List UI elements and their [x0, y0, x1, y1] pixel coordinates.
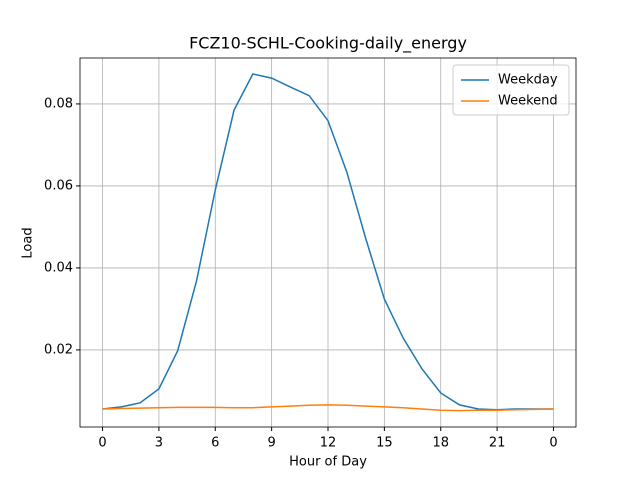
- y-tick-label: 0.08: [44, 96, 73, 111]
- y-axis-label: Load: [21, 227, 36, 258]
- x-axis-label: Hour of Day: [289, 455, 367, 470]
- y-tick-label: 0.06: [44, 178, 73, 193]
- legend-label: Weekend: [498, 94, 558, 109]
- x-tick-label: 0: [98, 436, 106, 451]
- x-tick-label: 6: [211, 436, 219, 451]
- legend-box: [452, 64, 570, 116]
- x-tick-label: 12: [320, 436, 337, 451]
- x-tick-label: 18: [432, 436, 449, 451]
- chart-title: FCZ10-SCHL-Cooking-daily_energy: [189, 34, 467, 54]
- series-line: [102, 404, 554, 412]
- x-tick-label: 15: [376, 436, 393, 451]
- x-tick-label: 9: [267, 436, 275, 451]
- x-tick-label: 3: [155, 436, 163, 451]
- y-tick-label: 0.02: [44, 342, 73, 357]
- series-line: [102, 73, 554, 411]
- x-tick-label: 21: [489, 436, 506, 451]
- y-tick-label: 0.04: [44, 260, 73, 275]
- plot-frame: [79, 57, 577, 428]
- x-tick-label: 0: [549, 436, 557, 451]
- legend-label: Weekday: [498, 73, 558, 88]
